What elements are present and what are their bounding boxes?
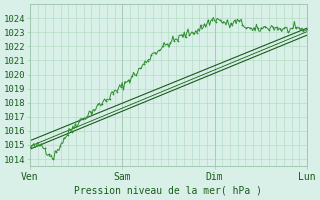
X-axis label: Pression niveau de la mer( hPa ): Pression niveau de la mer( hPa ) [75,186,262,196]
